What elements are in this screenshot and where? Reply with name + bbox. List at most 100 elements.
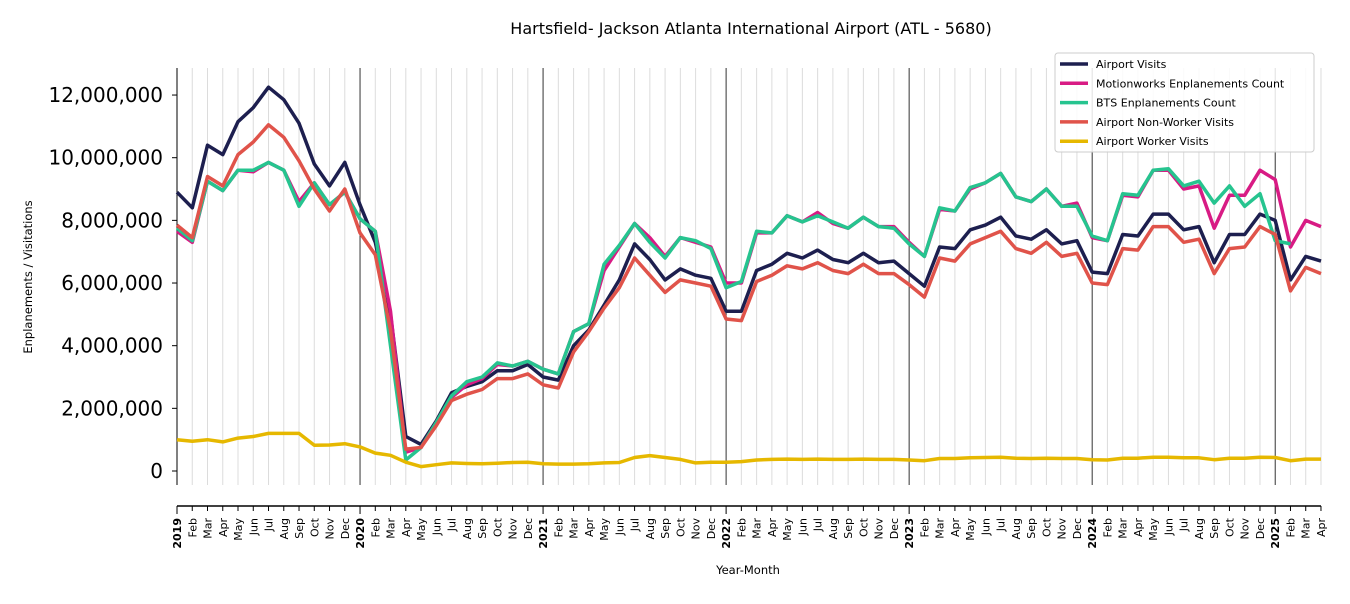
series-lines <box>175 85 1322 469</box>
x-month-label: May <box>598 518 611 541</box>
y-tick-label: 4,000,000 <box>61 334 163 358</box>
x-month-label: Oct <box>857 517 870 537</box>
x-month-label: Aug <box>1193 518 1206 539</box>
x-month-label: Sep <box>659 518 672 539</box>
x-month-label: Mar <box>934 518 947 539</box>
x-month-label: Jul <box>629 518 642 532</box>
y-tick-label: 6,000,000 <box>61 271 163 295</box>
x-year-label: 2021 <box>537 518 550 549</box>
legend-label: Airport Visits <box>1096 58 1167 71</box>
legend-label: BTS Enplanements Count <box>1096 97 1237 110</box>
x-month-label: Feb <box>735 518 748 537</box>
x-month-label: Sep <box>1208 518 1221 539</box>
x-month-label: Nov <box>690 518 703 540</box>
x-month-label: Apr <box>1315 518 1328 538</box>
x-month-label: Jul <box>1178 518 1191 532</box>
x-month-label: Apr <box>949 518 962 538</box>
x-month-label: Nov <box>507 518 520 540</box>
series-line-motionworks-enplanements-count <box>175 160 1322 454</box>
x-month-label: Apr <box>583 518 596 538</box>
x-month-label: Oct <box>674 517 687 537</box>
x-month-label: May <box>232 518 245 541</box>
legend: Airport Visits Motionworks Enplanements C… <box>1054 52 1315 153</box>
x-month-label: Jun <box>796 518 809 536</box>
x-month-label: Aug <box>278 518 291 539</box>
x-month-label: Jul <box>446 518 459 532</box>
legend-box <box>1054 52 1315 153</box>
y-axis-label: Enplanements / Visitations <box>21 200 35 353</box>
x-month-label: Mar <box>1117 518 1130 539</box>
x-year-label: 2025 <box>1269 518 1282 549</box>
x-month-label: Nov <box>1239 518 1252 540</box>
y-tick-label: 12,000,000 <box>48 83 163 107</box>
x-month-label: Dec <box>339 518 352 539</box>
y-tick-label: 8,000,000 <box>61 208 163 232</box>
y-tick-label: 0 <box>150 459 163 483</box>
series-line-airport-non-worker-visits <box>175 123 1322 451</box>
x-month-label: Dec <box>522 518 535 539</box>
x-month-label: May <box>781 518 794 541</box>
x-month-label: Sep <box>476 518 489 539</box>
x-month-label: Jun <box>247 518 260 536</box>
x-month-label: Oct <box>1040 517 1053 537</box>
x-year-label: 2020 <box>354 518 367 549</box>
x-month-label: Dec <box>705 518 718 539</box>
x-month-label: May <box>1147 518 1160 541</box>
x-month-label: Jul <box>263 518 276 532</box>
x-month-label: Dec <box>1071 518 1084 539</box>
x-month-label: Feb <box>369 518 382 537</box>
x-month-label: Nov <box>324 518 337 540</box>
x-year-label: 2019 <box>171 518 184 549</box>
x-year-label: 2024 <box>1086 518 1099 549</box>
legend-label: Motionworks Enplanements Count <box>1096 77 1285 90</box>
series-line-bts-enplanements-count <box>175 160 1291 462</box>
series-line-airport-worker-visits <box>176 431 1321 469</box>
y-tick-label: 10,000,000 <box>48 146 163 170</box>
x-month-label: Sep <box>293 518 306 539</box>
x-month-label: Feb <box>186 518 199 537</box>
x-year-label: 2023 <box>903 518 916 549</box>
x-month-label: Apr <box>1132 518 1145 538</box>
x-month-label: Mar <box>202 518 215 539</box>
x-month-label: Mar <box>1300 518 1313 539</box>
x-month-label: Mar <box>568 518 581 539</box>
x-month-label: May <box>415 518 428 541</box>
x-month-label: Apr <box>217 518 230 538</box>
x-month-label: Dec <box>888 518 901 539</box>
x-month-label: Feb <box>1101 518 1114 537</box>
x-month-label: Feb <box>552 518 565 537</box>
x-month-label: Jul <box>995 518 1008 532</box>
x-month-label: Aug <box>827 518 840 539</box>
x-month-label: Feb <box>1284 518 1297 537</box>
chart-title: Hartsfield- Jackson Atlanta Internationa… <box>510 19 991 38</box>
x-month-label: Feb <box>918 518 931 537</box>
x-month-label: May <box>964 518 977 541</box>
x-month-label: Sep <box>842 518 855 539</box>
x-month-label: Apr <box>400 518 413 538</box>
axes: 0 2,000,000 4,000,000 6,000,000 8,000,000 10,… <box>48 68 1328 549</box>
legend-label: Airport Worker Visits <box>1096 135 1209 148</box>
x-month-label: Oct <box>491 517 504 537</box>
x-month-label: Nov <box>1056 518 1069 540</box>
x-month-label: Jun <box>1162 518 1175 536</box>
x-year-label: 2022 <box>720 518 733 549</box>
x-month-label: Jul <box>812 518 825 532</box>
legend-label: Airport Non-Worker Visits <box>1096 116 1234 129</box>
x-month-label: Aug <box>1010 518 1023 539</box>
x-month-label: Apr <box>766 518 779 538</box>
x-month-label: Mar <box>385 518 398 539</box>
x-axis-label: Year-Month <box>715 563 780 577</box>
x-month-label: Nov <box>873 518 886 540</box>
x-month-label: Aug <box>644 518 657 539</box>
x-month-label: Mar <box>751 518 764 539</box>
x-month-label: Aug <box>461 518 474 539</box>
x-month-label: Oct <box>308 517 321 537</box>
x-month-label: Jun <box>979 518 992 536</box>
x-month-label: Dec <box>1254 518 1267 539</box>
x-month-label: Jun <box>430 518 443 536</box>
x-month-label: Sep <box>1025 518 1038 539</box>
x-month-label: Jun <box>613 518 626 536</box>
y-tick-label: 2,000,000 <box>61 396 163 420</box>
x-month-label: Oct <box>1223 517 1236 537</box>
